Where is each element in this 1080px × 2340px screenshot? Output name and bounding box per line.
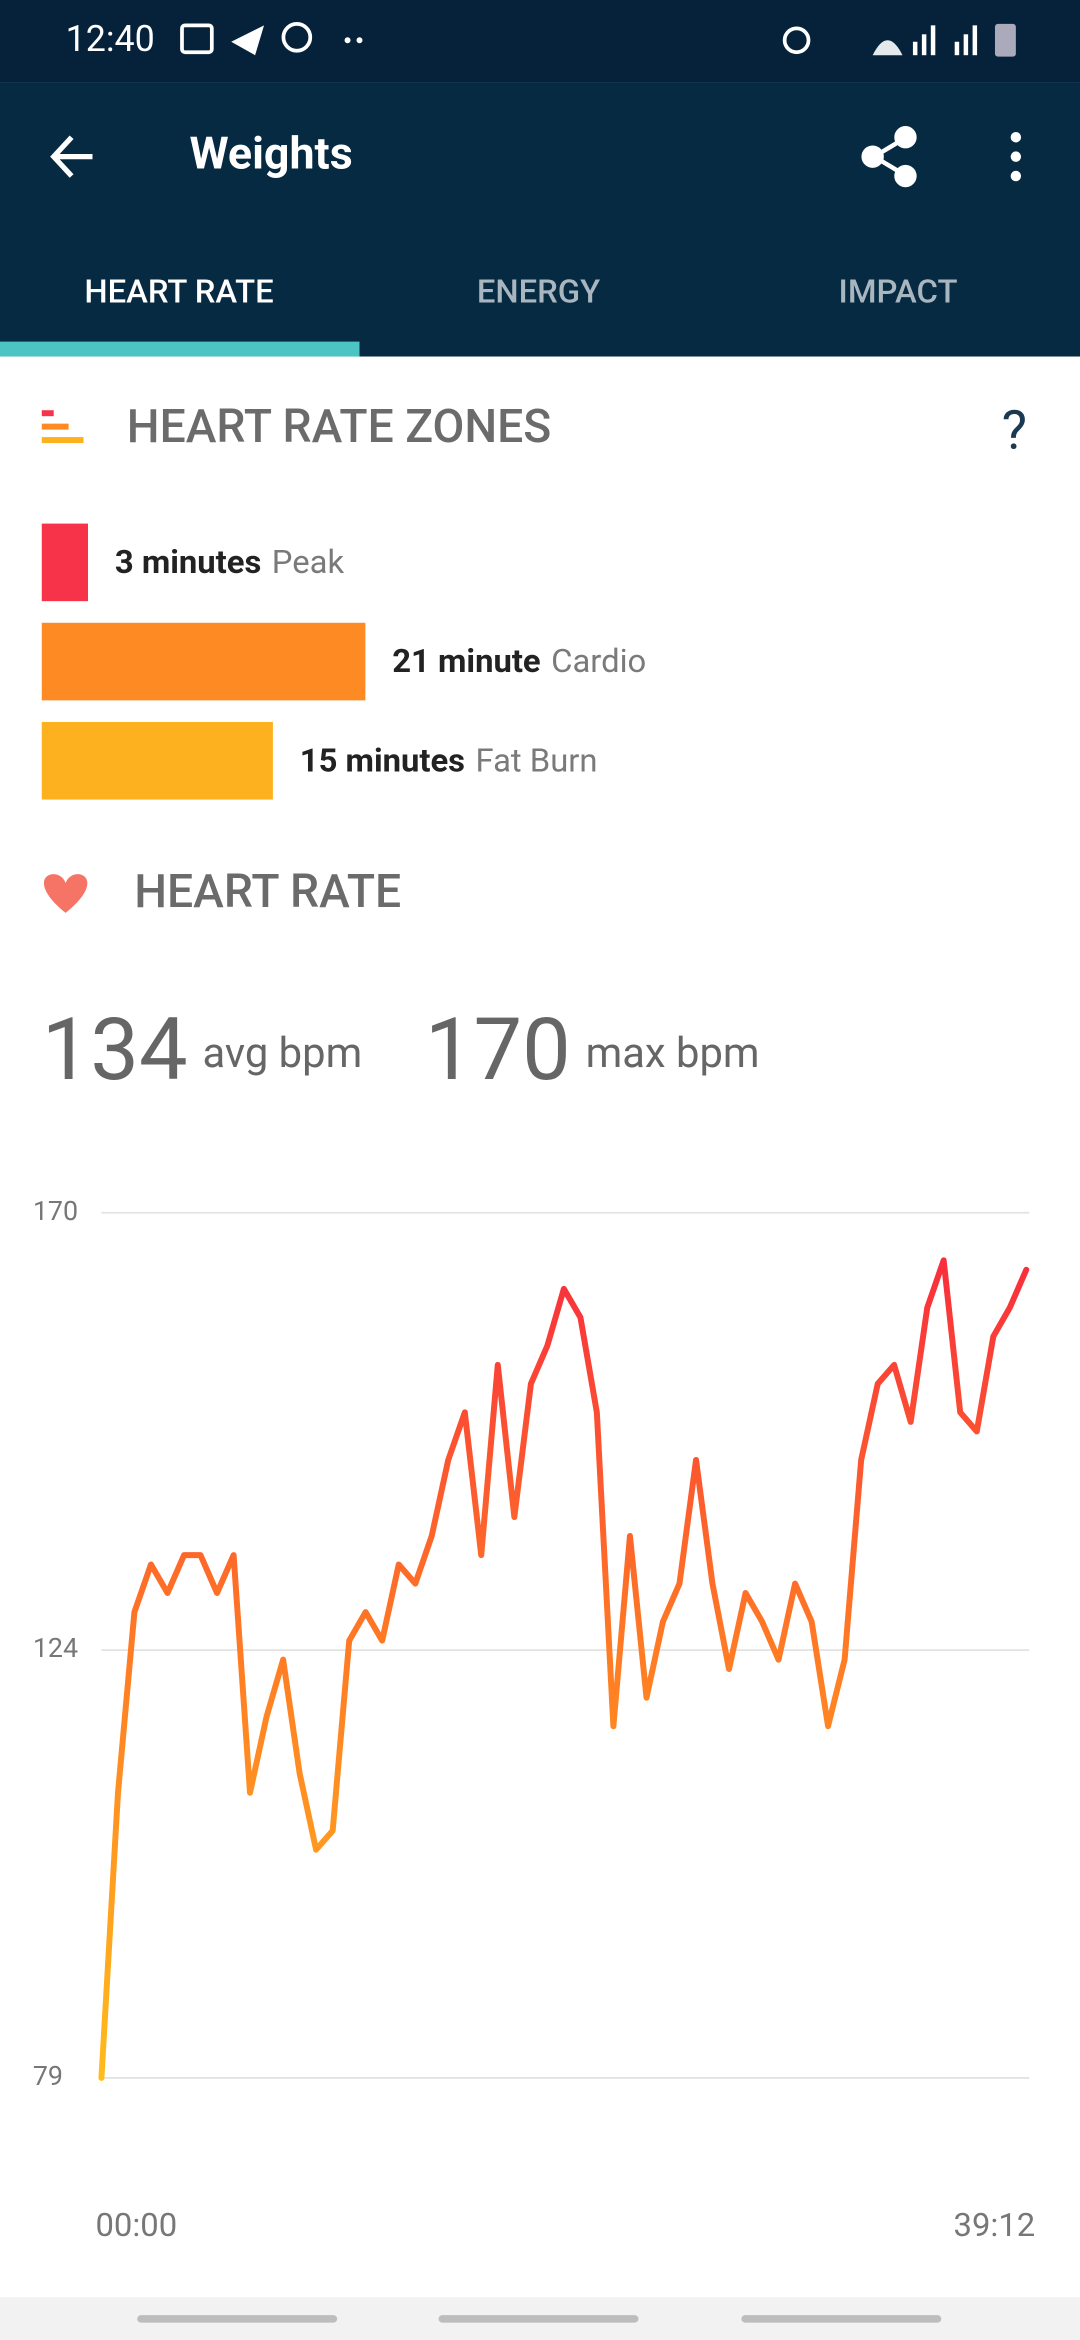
app-bar	[0, 82, 1080, 357]
zone-amount: 3 minutes	[115, 544, 261, 582]
x-tick-label: 39:12	[954, 2207, 1036, 2245]
y-tick-label: 79	[33, 2060, 63, 2092]
tab[interactable]: IMPACT	[839, 274, 958, 312]
zone-bar	[41, 523, 88, 602]
zones-title: HEART RATE ZONES	[127, 400, 551, 454]
zone-name: Peak	[272, 544, 345, 582]
share-button[interactable]	[861, 126, 917, 188]
zone-name: Cardio	[551, 643, 646, 681]
status-icons	[180, 22, 1016, 57]
zone-amount: 21 minute	[392, 643, 540, 681]
zones-icon	[41, 410, 84, 444]
more-button[interactable]	[1010, 132, 1022, 182]
zone-bar	[41, 622, 366, 701]
zone-label: 21 minute Cardio	[392, 643, 646, 681]
status-time: 12:40	[66, 18, 155, 60]
status-bar	[0, 0, 1080, 83]
zone-label: 15 minutes Fat Burn	[300, 742, 598, 780]
nav-pill[interactable]	[741, 2315, 942, 2323]
heart-rate-line	[98, 1257, 1030, 2081]
y-tick-label: 124	[33, 1632, 78, 1664]
heart-rate-title: HEART RATE	[134, 865, 401, 919]
tab[interactable]: ENERGY	[477, 274, 600, 312]
zone-amount: 15 minutes	[300, 742, 465, 780]
tab[interactable]: HEART RATE	[84, 274, 273, 312]
zone-name: Fat Burn	[475, 742, 597, 780]
y-tick-label: 170	[33, 1195, 78, 1227]
screen-title: Weights	[189, 126, 352, 179]
help-button[interactable]: ?	[1002, 399, 1027, 462]
avg-unit: avg bpm	[203, 1029, 363, 1078]
back-button[interactable]	[50, 135, 93, 178]
x-tick-label: 00:00	[95, 2207, 177, 2245]
nav-pill[interactable]	[137, 2315, 338, 2323]
avg-value: 134	[42, 1000, 188, 1101]
zone-bar	[41, 721, 273, 800]
max-unit: max bpm	[586, 1029, 760, 1078]
heart-rate-summary: 134 avg bpm 170 max bpm	[42, 1000, 760, 1101]
zone-label: 3 minutes Peak	[115, 544, 345, 582]
heart-icon	[43, 874, 88, 913]
tab-indicator	[0, 341, 360, 357]
nav-pill[interactable]	[438, 2315, 639, 2323]
max-value: 170	[425, 1000, 571, 1101]
